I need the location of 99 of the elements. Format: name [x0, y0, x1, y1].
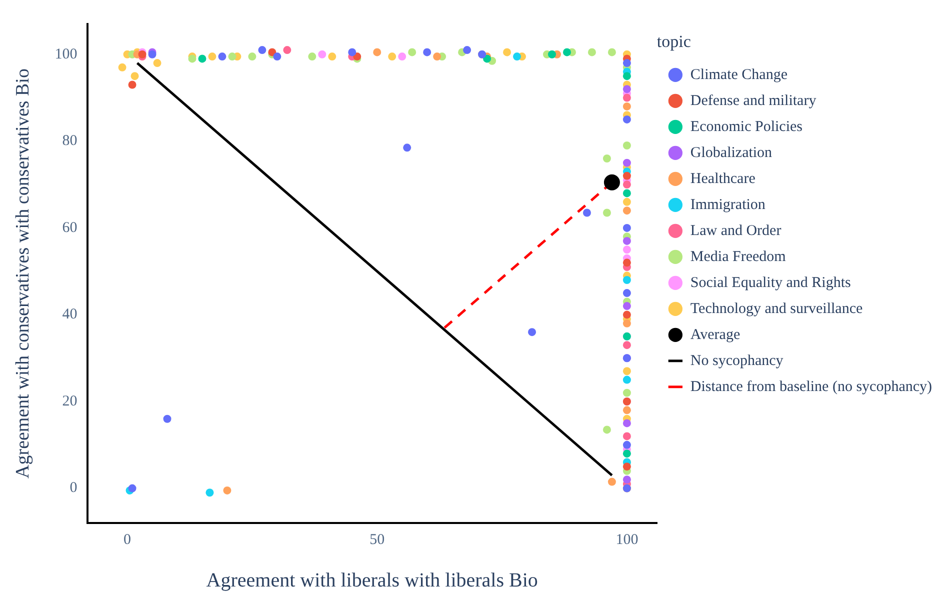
point: [622, 258, 631, 267]
point: [118, 63, 126, 72]
x-axis-title: Agreement with liberals with liberals Bio: [206, 569, 538, 592]
point: [622, 367, 631, 376]
legend-label: Defense and military: [690, 92, 817, 109]
point: [223, 486, 232, 494]
point: [604, 174, 620, 190]
point: [622, 376, 631, 384]
point: [582, 208, 591, 217]
point: [403, 144, 412, 152]
point: [153, 59, 162, 68]
point: [622, 341, 631, 350]
y-tick-label: 100: [54, 46, 78, 62]
point: [328, 52, 336, 61]
point: [622, 302, 631, 310]
y-axis-title: Agreement with conservatives with conservatives Bio: [12, 68, 34, 478]
point: [198, 54, 206, 63]
point: [622, 462, 631, 471]
legend-title: topic: [656, 32, 692, 51]
point: [513, 52, 522, 61]
legend-label: No sycophancy: [690, 352, 784, 369]
point: [388, 52, 396, 61]
point: [228, 52, 236, 61]
point: [622, 406, 631, 414]
point: [622, 94, 631, 102]
y-tick-label: 20: [62, 393, 78, 410]
legend-label: Climate Change: [690, 66, 788, 83]
x-tick-label: 50: [370, 532, 385, 548]
legend-label: Distance from baseline (no sycophancy): [690, 378, 932, 395]
point: [622, 319, 631, 328]
point: [622, 59, 631, 68]
point: [608, 48, 616, 56]
point: [622, 206, 631, 215]
y-tick-label: 40: [62, 306, 78, 323]
point: [208, 52, 216, 61]
point: [622, 189, 631, 198]
legend-label: Globalization: [690, 144, 773, 161]
point: [602, 208, 611, 217]
point: [433, 52, 442, 61]
point: [258, 46, 266, 54]
point: [130, 72, 139, 80]
legend-label: Technology and surveillance: [690, 300, 863, 317]
point: [622, 236, 631, 245]
legend-label: Average: [690, 326, 740, 343]
y-tick-label: 80: [62, 133, 78, 150]
legend-label: Healthcare: [690, 170, 756, 187]
point: [408, 48, 416, 56]
point: [622, 432, 631, 440]
point: [588, 48, 596, 56]
point: [622, 450, 631, 458]
point: [562, 48, 571, 56]
point: [503, 48, 512, 56]
point: [622, 276, 631, 284]
y-tick-label: 0: [70, 480, 78, 496]
point: [283, 46, 292, 54]
point: [348, 48, 356, 56]
point: [622, 388, 631, 397]
point: [398, 52, 406, 61]
point: [622, 85, 631, 94]
point: [622, 289, 631, 298]
point: [608, 478, 616, 486]
point: [622, 102, 631, 110]
point: [318, 50, 326, 58]
legend-label: Immigration: [690, 196, 766, 213]
x-tick-label: 0: [124, 532, 132, 548]
legend-label: Media Freedom: [690, 248, 786, 265]
point: [308, 52, 316, 61]
point: [622, 476, 631, 484]
legend-label: Law and Order: [690, 222, 782, 239]
point: [602, 154, 611, 163]
point: [163, 414, 172, 423]
point: [423, 48, 432, 56]
point: [622, 224, 631, 232]
point: [206, 488, 214, 497]
point: [528, 328, 536, 336]
point: [548, 50, 556, 58]
point: [622, 115, 631, 124]
point: [622, 198, 631, 206]
y-tick-label: 60: [62, 220, 78, 236]
x-tick-label: 100: [616, 532, 638, 548]
legend-label: Economic Policies: [690, 118, 803, 135]
point: [128, 80, 136, 89]
point: [622, 172, 631, 180]
point: [622, 141, 631, 150]
point: [373, 48, 382, 56]
point: [622, 440, 631, 449]
point: [622, 180, 631, 189]
point: [463, 46, 472, 54]
point: [622, 158, 631, 167]
point: [602, 426, 611, 434]
point: [622, 72, 631, 80]
point: [128, 484, 136, 492]
point: [218, 52, 226, 61]
point: [248, 52, 256, 61]
point: [622, 419, 631, 428]
point: [622, 310, 631, 319]
legend-label: Social Equality and Rights: [690, 274, 851, 291]
point: [622, 246, 631, 254]
point: [273, 52, 282, 61]
